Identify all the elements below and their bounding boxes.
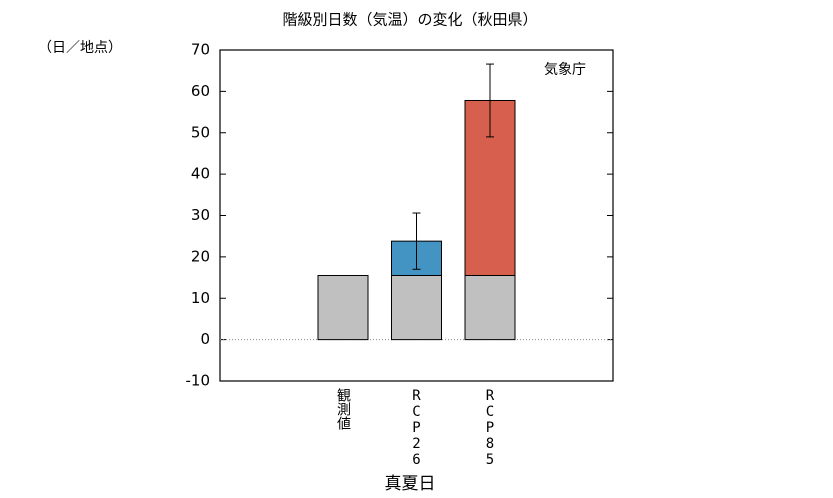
annotation: 気象庁: [544, 62, 586, 78]
x-tick-label: 観測値: [335, 388, 351, 430]
y-tick-label: -10: [186, 372, 211, 390]
bar-segment: [317, 274, 369, 341]
x-axis-label: 真夏日: [385, 474, 436, 494]
y-tick-label: 20: [191, 247, 210, 265]
y-tick-label: 30: [191, 206, 210, 224]
x-tick-label: RCP85: [482, 388, 498, 468]
chart-title: 階級別日数（気温）の変化（秋田県）: [282, 11, 537, 29]
y-tick-label: 0: [200, 330, 210, 348]
y-tick-label: 50: [191, 123, 210, 141]
y-tick-label: 60: [191, 82, 210, 100]
y-tick-label: 70: [191, 41, 210, 59]
y-axis-label: （日／地点）: [38, 40, 122, 56]
y-tick-label: 10: [191, 289, 210, 307]
bar-segment: [464, 274, 516, 341]
y-tick-label: 40: [191, 165, 210, 183]
x-tick-label: RCP26: [408, 388, 425, 468]
bar-segment: [391, 274, 442, 341]
